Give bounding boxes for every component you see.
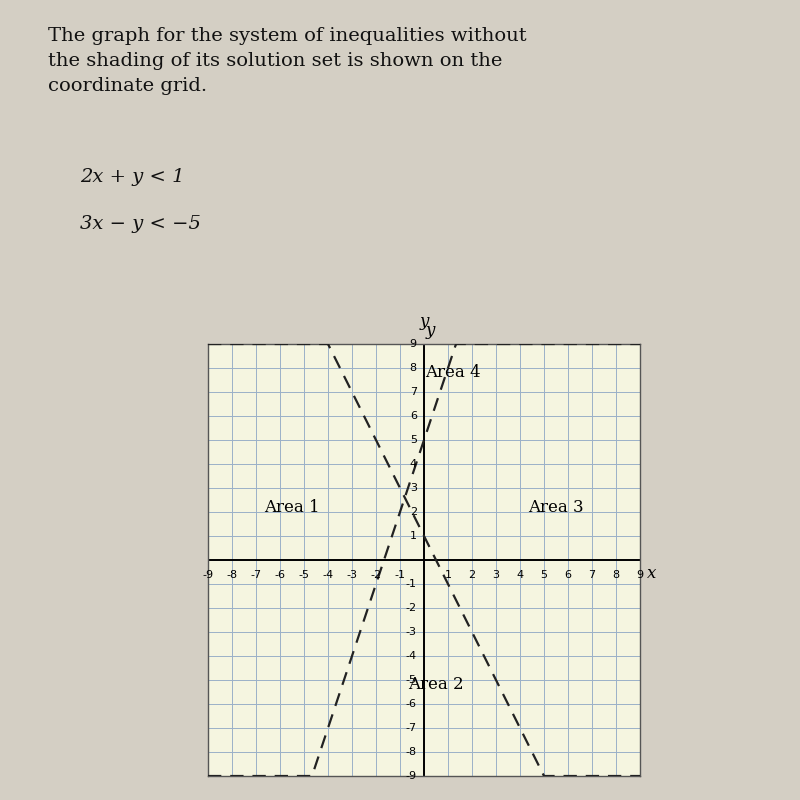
Text: 7: 7: [589, 570, 595, 579]
Text: 7: 7: [410, 387, 417, 397]
Text: 1: 1: [445, 570, 451, 579]
Text: -7: -7: [406, 723, 417, 733]
Text: y: y: [426, 322, 434, 339]
Text: -2: -2: [370, 570, 382, 579]
Text: -3: -3: [406, 627, 417, 637]
Text: 3: 3: [410, 483, 417, 493]
Text: x: x: [647, 565, 657, 582]
Text: -6: -6: [274, 570, 286, 579]
Text: -9: -9: [202, 570, 214, 579]
Text: -2: -2: [406, 603, 417, 613]
Text: -7: -7: [250, 570, 262, 579]
Text: 5: 5: [541, 570, 547, 579]
Text: 9: 9: [410, 339, 417, 349]
Text: 8: 8: [410, 363, 417, 373]
Text: 3: 3: [493, 570, 499, 579]
Text: -4: -4: [406, 651, 417, 661]
Text: 2: 2: [410, 507, 417, 517]
Text: 6: 6: [410, 411, 417, 421]
Text: 2x + y < 1: 2x + y < 1: [80, 168, 185, 186]
Text: Area 1: Area 1: [264, 498, 320, 516]
Text: 3x − y < −5: 3x − y < −5: [80, 215, 201, 233]
Text: -9: -9: [406, 771, 417, 781]
Text: Area 2: Area 2: [408, 676, 464, 694]
Text: -1: -1: [406, 579, 417, 589]
Text: -6: -6: [406, 699, 417, 709]
Text: 8: 8: [613, 570, 619, 579]
Text: y: y: [419, 313, 429, 330]
Text: 4: 4: [517, 570, 523, 579]
Text: 4: 4: [410, 459, 417, 469]
Text: -8: -8: [226, 570, 238, 579]
Text: -3: -3: [346, 570, 358, 579]
Text: Area 3: Area 3: [528, 498, 584, 516]
Text: 1: 1: [410, 531, 417, 541]
Text: 2: 2: [469, 570, 475, 579]
Text: 9: 9: [637, 570, 643, 579]
Text: 5: 5: [410, 435, 417, 445]
Text: Area 4: Area 4: [425, 364, 481, 382]
Text: 6: 6: [565, 570, 571, 579]
Text: -5: -5: [298, 570, 310, 579]
Text: -1: -1: [394, 570, 406, 579]
Text: -8: -8: [406, 747, 417, 757]
Text: -4: -4: [322, 570, 334, 579]
Text: The graph for the system of inequalities without
the shading of its solution set: The graph for the system of inequalities…: [48, 27, 526, 95]
Text: -5: -5: [406, 675, 417, 685]
